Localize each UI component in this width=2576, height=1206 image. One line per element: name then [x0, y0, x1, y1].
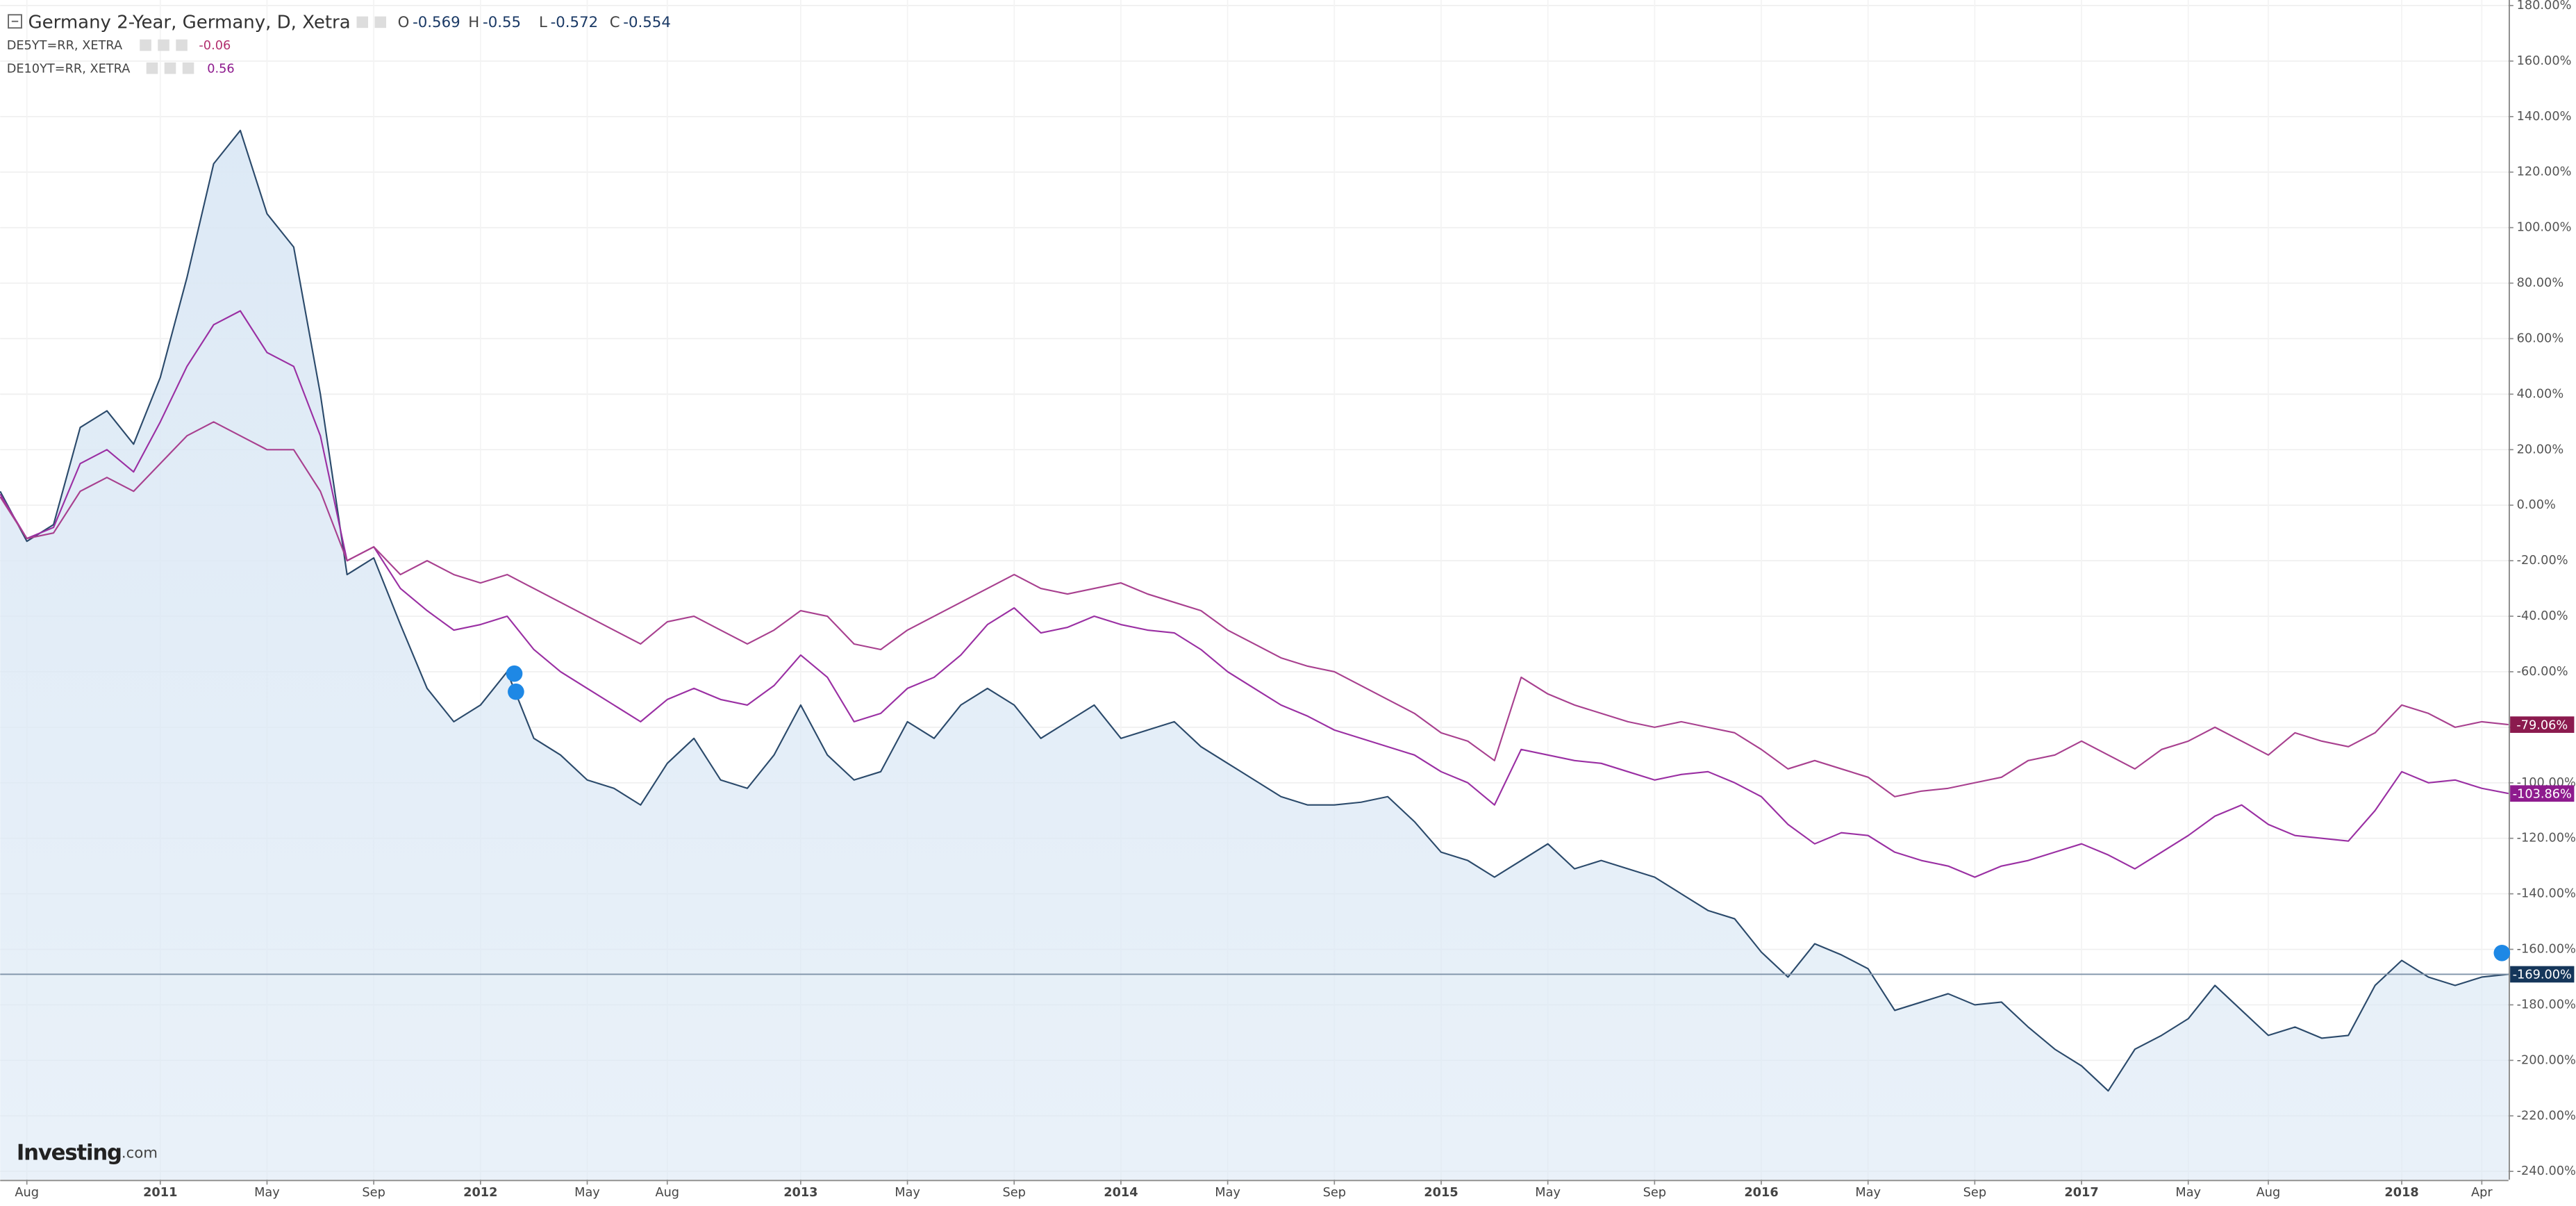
x-tick-label: May [1215, 1186, 1240, 1200]
x-tick-label: May [1535, 1186, 1561, 1200]
legend-icon[interactable] [182, 62, 194, 74]
ohlc-label: L [539, 14, 547, 31]
x-tick-label: 2012 [463, 1186, 497, 1200]
y-tick-label: 80.00% [2517, 276, 2564, 290]
last-value-label: -169.00% [2513, 968, 2572, 982]
y-tick-label: -160.00% [2517, 943, 2576, 957]
y-tick-label: -180.00% [2517, 998, 2576, 1011]
x-tick-label: May [895, 1186, 920, 1200]
y-tick-label: -60.00% [2517, 665, 2568, 679]
settings-icon[interactable] [356, 16, 369, 28]
y-tick-label: -200.00% [2517, 1053, 2576, 1067]
x-tick-label: 2013 [783, 1186, 817, 1200]
watermark-brand: Investing [17, 1140, 122, 1165]
x-tick-label: 2014 [1104, 1186, 1138, 1200]
watermark-suffix: .com [122, 1144, 158, 1162]
last-value-box [2510, 785, 2575, 802]
ohlc-value: -0.554 [623, 14, 671, 31]
y-tick-label: 120.00% [2517, 165, 2572, 179]
ohlc-item: H -0.55 [468, 14, 521, 31]
ohlc-label: H [468, 14, 479, 31]
event-marker[interactable] [506, 665, 523, 682]
legend-value: 0.56 [207, 62, 234, 76]
legend-label: DE10YT=RR, XETRA [7, 62, 131, 76]
last-value-label: -79.06% [2516, 718, 2568, 732]
chart-title: Germany 2-Year, Germany, D, Xetra [28, 13, 350, 33]
x-tick-label: 2011 [143, 1186, 177, 1200]
visibility-icon[interactable] [374, 16, 387, 28]
x-tick-label: 2018 [2384, 1186, 2418, 1200]
y-tick-label: 140.00% [2517, 110, 2572, 124]
ohlc-label: C [610, 14, 620, 31]
x-tick-label: May [574, 1186, 600, 1200]
y-tick-label: -220.00% [2517, 1109, 2576, 1123]
ohlc-item: C -0.554 [610, 14, 671, 31]
y-tick-label: 180.00% [2517, 0, 2572, 13]
y-tick-label: 160.00% [2517, 54, 2572, 68]
legend-icon[interactable] [140, 39, 151, 51]
series-line [0, 421, 2509, 798]
x-tick-label: May [254, 1186, 280, 1200]
legend-icon[interactable] [146, 62, 158, 74]
x-tick-label: Sep [1003, 1186, 1026, 1200]
y-tick-label: -20.00% [2517, 554, 2568, 568]
last-value-box [2510, 716, 2575, 733]
x-tick-label: Aug [15, 1186, 39, 1200]
ohlc: O -0.569 H -0.55 L -0.572 C -0.554 [398, 14, 671, 31]
header: Germany 2-Year, Germany, D, Xetra O -0.56… [7, 13, 671, 76]
legend-label: DE5YT=RR, XETRA [7, 39, 122, 53]
ohlc-value: -0.572 [551, 14, 599, 31]
plot [0, 129, 2509, 1180]
ohlc-value: -0.569 [413, 14, 460, 31]
x-tick-label: Aug [2257, 1186, 2281, 1200]
x-tick-label: 2015 [1424, 1186, 1458, 1200]
legend-value: -0.06 [199, 39, 231, 53]
y-tick-label: -120.00% [2517, 832, 2576, 845]
watermark: Investing.com [17, 1140, 158, 1165]
axes: -240.00% -220.00% -200.00% -180.00% -160.00%… [15, 0, 2575, 1200]
x-tick-label: Apr [2471, 1186, 2493, 1200]
legend-icon[interactable] [176, 39, 188, 51]
event-marker[interactable] [2493, 944, 2511, 961]
x-tick-label: Sep [1323, 1186, 1346, 1200]
ohlc-label: O [398, 14, 410, 31]
legend-icon[interactable] [164, 62, 176, 74]
y-tick-label: 100.00% [2517, 221, 2572, 235]
ohlc-item: O -0.569 [398, 14, 460, 31]
legend-icon[interactable] [158, 39, 169, 51]
series-area [0, 130, 2509, 1180]
x-tick-label: Sep [1643, 1186, 1666, 1200]
collapse-icon[interactable] [8, 14, 22, 29]
x-tick-label: May [1855, 1186, 1881, 1200]
event-marker[interactable] [508, 683, 524, 700]
x-tick-label: 2017 [2064, 1186, 2098, 1200]
x-tick-label: Sep [1963, 1186, 1986, 1200]
x-tick-label: Aug [655, 1186, 679, 1200]
x-tick-label: 2016 [1744, 1186, 1778, 1200]
last-value-box [2510, 966, 2575, 983]
x-tick-label: Sep [362, 1186, 385, 1200]
ohlc-value: -0.55 [483, 14, 521, 31]
y-tick-label: 20.00% [2517, 443, 2564, 456]
series-line [0, 310, 2509, 878]
y-tick-label: -140.00% [2517, 887, 2576, 901]
last-value-label: -103.86% [2513, 787, 2572, 801]
y-tick-label: -40.00% [2517, 609, 2568, 623]
ohlc-item: L -0.572 [539, 14, 598, 31]
y-tick-label: -240.00% [2517, 1164, 2576, 1178]
y-tick-label: 0.00% [2517, 498, 2556, 512]
series-line [0, 129, 2509, 1092]
x-tick-label: May [2175, 1186, 2201, 1200]
y-tick-label: 60.00% [2517, 331, 2564, 345]
y-tick-label: 40.00% [2517, 387, 2564, 401]
